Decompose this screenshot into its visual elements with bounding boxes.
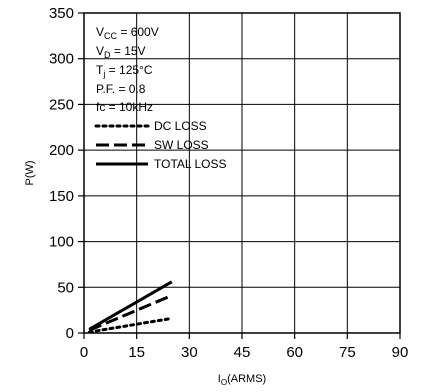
y-axis-label: P(W)	[24, 160, 36, 185]
conditions-block: VCC = 600V VD = 15V Tj = 125°C P.F. = 0.8 fc…	[96, 25, 159, 114]
x-tick-label: 60	[286, 344, 303, 361]
legend-label: TOTAL LOSS	[154, 157, 226, 171]
y-tick-label: 50	[57, 279, 74, 296]
y-axis-ticks: 0 50 100 150 200 250 300 350	[49, 5, 84, 342]
series-sw-loss-line	[88, 294, 173, 332]
legend-label: SW LOSS	[154, 138, 209, 152]
condition-line: P.F. = 0.8	[96, 82, 146, 96]
series-group	[87, 280, 174, 334]
y-tick-label: 300	[49, 51, 74, 68]
condition-line: VCC = 600V	[96, 25, 159, 41]
y-tick-label: 350	[49, 5, 74, 22]
legend-label: DC LOSS	[154, 119, 207, 133]
series-total-loss-line	[88, 280, 173, 331]
y-tick-label: 150	[49, 188, 74, 205]
y-tick-label: 100	[49, 234, 74, 251]
x-tick-label: 75	[339, 344, 356, 361]
x-axis-ticks: 0 15 30 45 60 75 90	[80, 333, 409, 361]
x-tick-label: 30	[181, 344, 198, 361]
x-tick-label: 90	[392, 344, 409, 361]
legend: DC LOSS SW LOSS TOTAL LOSS	[94, 119, 226, 171]
y-tick-label: 0	[66, 325, 74, 342]
series-dc-loss-line	[87, 316, 174, 334]
condition-line: VD = 15V	[96, 44, 146, 60]
condition-line: fc = 10kHz	[96, 100, 153, 114]
x-axis-label: IO(ARMS)	[218, 373, 266, 387]
grid	[84, 13, 400, 333]
x-tick-label: 15	[128, 344, 145, 361]
x-tick-label: 0	[80, 344, 88, 361]
x-tick-label: 45	[234, 344, 251, 361]
y-tick-label: 200	[49, 142, 74, 159]
y-tick-label: 250	[49, 96, 74, 113]
condition-line: Tj = 125°C	[96, 63, 153, 79]
axis-labels: P(W) IO(ARMS)	[24, 160, 266, 387]
